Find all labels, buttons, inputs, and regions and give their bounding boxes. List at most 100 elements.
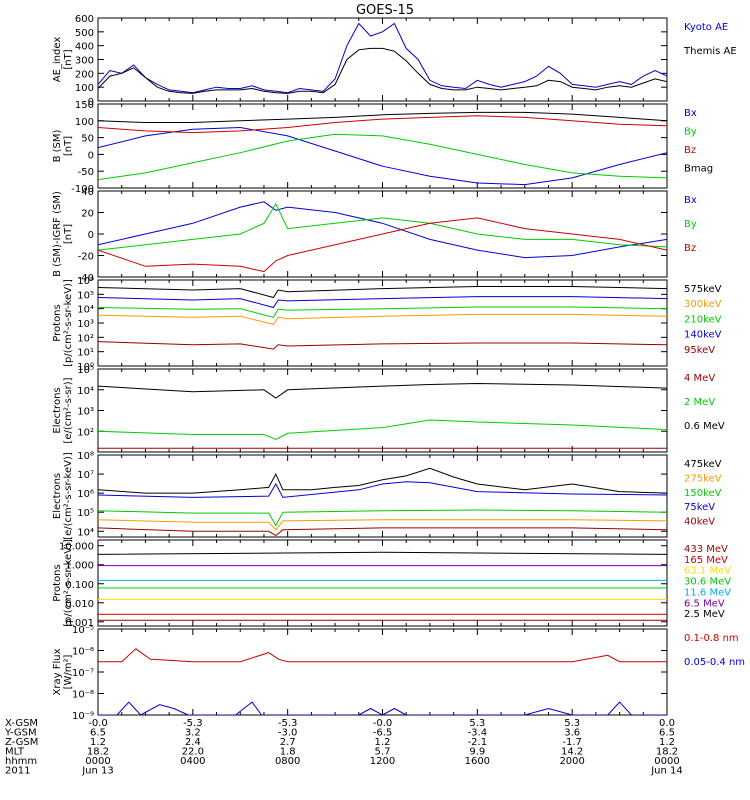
ephemeris-label: Y-GSM (4, 728, 37, 739)
y-tick-label: 10⁵ (77, 508, 94, 519)
y-axis-label-line: Electrons (52, 473, 63, 519)
ephemeris-value: 18.2 (656, 747, 678, 758)
y-tick-label: 150 (75, 100, 94, 111)
legend-entry: 300keV (684, 299, 722, 310)
ephemeris-value: 9.9 (469, 747, 485, 758)
y-axis-label-line: [nT] (63, 136, 74, 156)
legend-entry: 275keV (684, 473, 722, 484)
panel-6: 0.0010.0100.1001.00010.000Protons[p/(cm²… (52, 539, 731, 629)
legend-entry: Bmag (684, 164, 713, 175)
y-axis-label-line: [e/(cm²-s-sr-keV)] (63, 452, 74, 540)
series-line (98, 341, 667, 350)
y-tick-label: 0.001 (65, 618, 94, 629)
legend-entry: By (684, 127, 697, 138)
y-tick-label: 10⁴ (77, 527, 94, 538)
y-tick-label: 10¹ (77, 348, 94, 359)
y-tick-label: 400 (75, 42, 94, 53)
y-axis-label-line: B (SM)-IGRF (SM) (52, 191, 63, 277)
legend-entry: 40keV (684, 517, 715, 528)
y-axis-label-line: Protons (52, 304, 63, 341)
y-tick-label: -20 (78, 252, 94, 263)
panel-frame (97, 628, 668, 716)
y-tick-label: 10⁴ (77, 305, 94, 316)
series-line (98, 202, 667, 251)
y-tick-label: 200 (75, 69, 94, 80)
ephemeris-value: -3.4 (468, 728, 488, 739)
series-line (98, 551, 667, 555)
y-tick-label: 10⁰ (77, 362, 94, 373)
y-axis-label: B (SM)-IGRF (SM)[nT] (52, 191, 74, 277)
ephemeris-value: -5.3 (183, 718, 203, 729)
series-line (98, 648, 667, 663)
legend-entry: 575keV (684, 284, 722, 295)
series-line (98, 133, 667, 181)
legend-entry: 475keV (684, 459, 722, 470)
legend-entry: 6.5 MeV (684, 598, 725, 609)
ephemeris-value: 2000 (559, 756, 584, 767)
series-line (98, 296, 667, 309)
y-tick-label: 10² (77, 333, 94, 344)
legend-entry: Kyoto AE (684, 22, 728, 33)
ephemeris-value: 5.3 (564, 718, 580, 729)
y-tick-label: 100 (75, 83, 94, 94)
y-tick-label: 600 (75, 14, 94, 25)
ephemeris-value: 1.2 (659, 737, 675, 748)
y-tick-label: -100 (71, 184, 94, 195)
panel-5: 10⁴10⁵10⁶10⁷10⁸Electrons[e/(cm²-s-sr-keV… (52, 451, 722, 540)
series-line (98, 22, 667, 94)
ephemeris-value: 14.2 (561, 747, 583, 758)
legend-entry: 140keV (684, 330, 722, 341)
series-line (98, 286, 667, 299)
ephemeris-value: 2.7 (280, 737, 296, 748)
y-tick-label: 0.100 (65, 580, 94, 591)
series-line (98, 217, 667, 273)
ephemeris-value: 0800 (275, 756, 300, 767)
series-line (98, 701, 667, 715)
y-tick-label: 0 (88, 230, 94, 241)
y-axis-label: AE_index[nT] (52, 37, 74, 83)
series-line (98, 382, 667, 399)
y-axis-label-line: [nT] (63, 224, 74, 244)
ephemeris-value: 5.3 (469, 718, 485, 729)
ephemeris-end-date: Jun 14 (650, 766, 683, 777)
panel-frame (97, 368, 668, 453)
legend-entry: 0.6 MeV (684, 421, 725, 432)
y-tick-label: 1.000 (65, 561, 94, 572)
y-tick-label: 20 (81, 209, 94, 220)
y-axis-label-line: B (SM) (52, 129, 63, 162)
series-line (98, 313, 667, 325)
y-axis-label-line: AE_index (52, 37, 63, 83)
ephemeris-value: 3.6 (564, 728, 580, 739)
series-line (98, 467, 667, 494)
ephemeris-value: 6.5 (90, 728, 106, 739)
ephemeris-table: X-GSM -0.0 -5.3 -5.3 -0.0 5.3 5.3 0.0 Y-GSM 6.5 3.… (4, 718, 683, 777)
legend-entry: 0.05-0.4 nm (684, 657, 745, 668)
legend-entry: Bz (684, 145, 696, 156)
series-line (98, 201, 667, 259)
ephemeris-value: -2.1 (468, 737, 488, 748)
y-tick-label: 10.000 (59, 542, 94, 553)
ephemeris-value: 0000 (654, 756, 679, 767)
y-tick-label: -40 (78, 273, 94, 284)
legend-entry: By (684, 219, 697, 230)
y-axis-label: Electrons[e/(cm²-s-sr-keV)] (52, 452, 74, 540)
series-line (98, 126, 667, 186)
series-line (98, 519, 667, 531)
ephemeris-value: 1600 (465, 756, 490, 767)
panel-frame (97, 454, 668, 538)
ephemeris-value: 22.0 (182, 747, 204, 758)
y-tick-label: 0 (88, 150, 94, 161)
ephemeris-value: 1.2 (375, 737, 391, 748)
y-tick-label: 10³ (77, 319, 94, 330)
ephemeris-value: 6.5 (659, 728, 675, 739)
series-line (98, 419, 667, 441)
legend-entry: 4 MeV (684, 373, 715, 384)
ephemeris-value: 0.0 (659, 718, 675, 729)
y-tick-label: 10⁻⁵ (72, 625, 94, 636)
series-line (98, 509, 667, 527)
ephemeris-label: Z-GSM (5, 737, 38, 748)
y-tick-label: 40 (81, 187, 94, 198)
